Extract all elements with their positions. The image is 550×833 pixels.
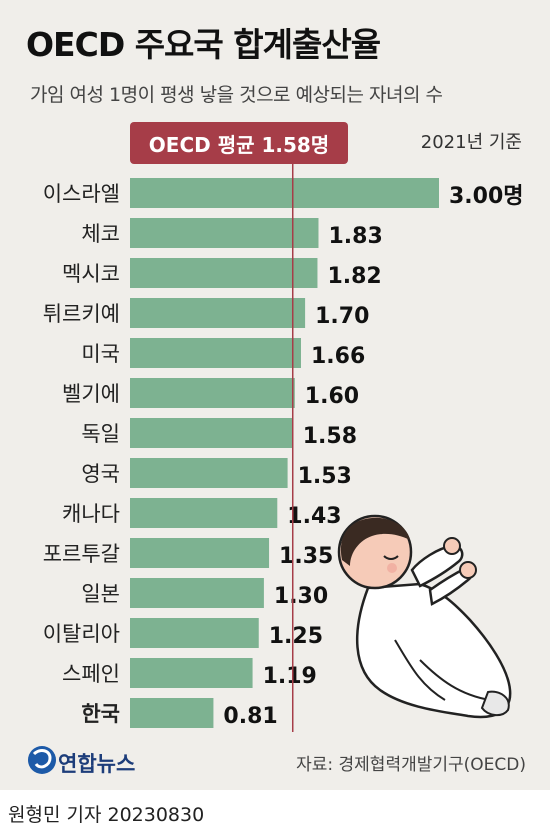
bar: [130, 698, 214, 728]
value-label: 1.83: [328, 224, 382, 249]
sleeping-baby-illustration: [337, 514, 512, 719]
category-label: 일본: [81, 582, 120, 606]
bar: [130, 618, 259, 648]
byline: 원형민 기자 20230830: [8, 804, 205, 826]
value-label: 3.00명: [449, 184, 524, 209]
yonhap-logo-icon: [28, 746, 56, 774]
category-label: 이스라엘: [43, 182, 120, 206]
bar: [130, 418, 293, 448]
bar: [130, 178, 439, 208]
bar: [130, 378, 295, 408]
bar: [130, 458, 288, 488]
logo-text: 연합뉴스: [58, 752, 136, 776]
bar: [130, 658, 253, 688]
category-label: 영국: [81, 462, 120, 486]
reference-year: 2021년 기준: [420, 132, 522, 153]
category-label: 한국: [81, 702, 120, 726]
value-label: 0.81: [223, 704, 277, 729]
bar: [130, 218, 319, 248]
value-label: 1.30: [274, 584, 328, 609]
value-label: 1.82: [327, 264, 381, 289]
bar: [130, 298, 306, 328]
value-label: 1.66: [311, 344, 365, 369]
average-label-box: OECD 평균 1.58명: [130, 122, 348, 164]
value-label: 1.60: [305, 384, 359, 409]
value-label: 1.58: [303, 424, 357, 449]
category-label: 독일: [81, 422, 120, 446]
value-label: 1.43: [287, 504, 341, 529]
bar: [130, 538, 270, 568]
category-label: 튀르키예: [43, 302, 120, 326]
chart-subtitle: 가임 여성 1명이 평생 낳을 것으로 예상되는 자녀의 수: [30, 84, 443, 106]
bar: [130, 498, 278, 528]
value-label: 1.35: [279, 544, 333, 569]
chart-title: OECD 주요국 합계출산율: [26, 25, 381, 64]
category-label: 캐나다: [62, 502, 120, 526]
value-label: 1.19: [263, 664, 317, 689]
bar: [130, 258, 318, 288]
category-label: 벨기에: [62, 382, 120, 406]
category-label: 멕시코: [62, 262, 120, 286]
category-label: 포르투갈: [43, 542, 120, 566]
bar: [130, 338, 301, 368]
category-label: 이탈리아: [43, 622, 120, 646]
value-label: 1.70: [315, 304, 369, 329]
value-label: 1.25: [269, 624, 323, 649]
category-label: 스페인: [62, 662, 120, 686]
category-label: 체코: [81, 222, 120, 246]
source-note: 자료: 경제협력개발기구(OECD): [296, 755, 526, 775]
value-label: 1.53: [298, 464, 352, 489]
bar: [130, 578, 264, 608]
category-label: 미국: [81, 342, 120, 366]
